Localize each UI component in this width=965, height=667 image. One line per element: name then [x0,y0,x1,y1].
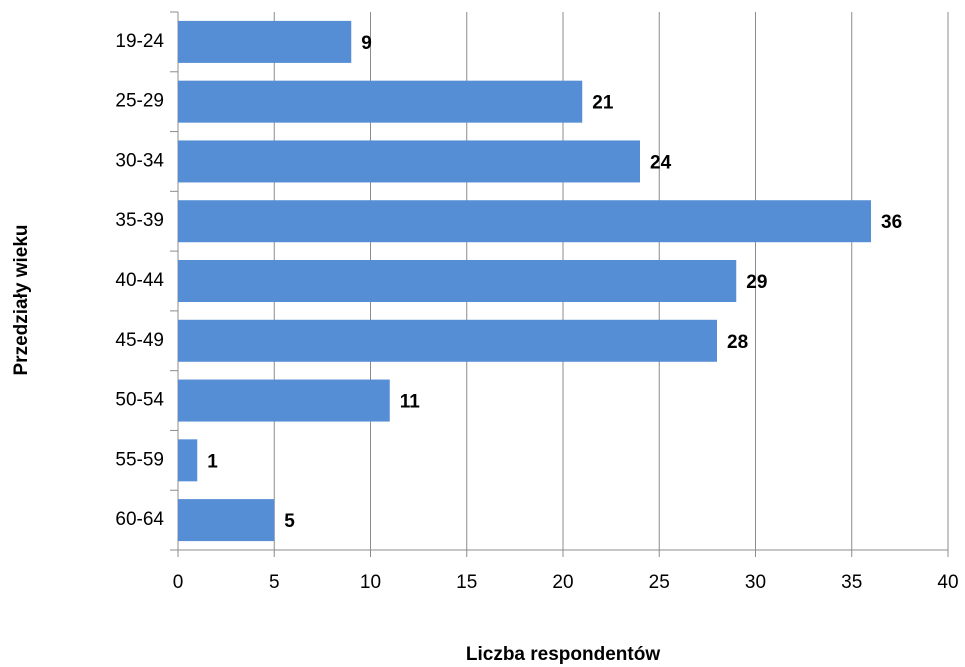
x-tick-label: 30 [745,572,766,593]
y-tick-label: 55-59 [115,449,164,470]
x-tick-label: 15 [456,572,477,593]
x-tick-label: 25 [649,572,670,593]
x-tick-label: 5 [269,572,280,593]
bar [178,20,352,63]
y-tick-label: 25-29 [115,91,164,112]
x-tick-label: 35 [841,572,862,593]
y-tick-label: 45-49 [115,330,164,351]
y-tick-label: 40-44 [115,270,164,291]
bar [178,379,390,422]
data-label: 29 [746,272,767,293]
x-tick-label: 10 [360,572,381,593]
x-tick-label: 0 [173,572,184,593]
bar [178,499,275,542]
x-tick-label: 20 [552,572,573,593]
data-label: 36 [881,212,902,233]
x-axis-title: Liczba respondentów [466,644,660,665]
bar [178,319,717,362]
bar [178,439,198,482]
x-tick-label: 40 [937,572,958,593]
data-label: 28 [727,332,748,353]
data-label: 11 [400,392,421,413]
data-label: 9 [361,33,372,54]
y-tick-label: 35-39 [115,210,164,231]
data-label: 24 [650,152,672,173]
y-axis-title: Przedziały wieku [11,224,32,375]
y-tick-label: 60-64 [115,509,164,530]
y-tick-label: 19-24 [115,31,164,52]
data-label: 5 [284,511,295,532]
bar [178,200,871,243]
bar [178,80,583,123]
data-label: 21 [592,93,614,114]
bar [178,260,737,302]
data-label: 1 [207,451,218,472]
y-tick-label: 30-34 [115,150,164,171]
bar [178,140,640,183]
y-tick-label: 50-54 [115,390,164,411]
